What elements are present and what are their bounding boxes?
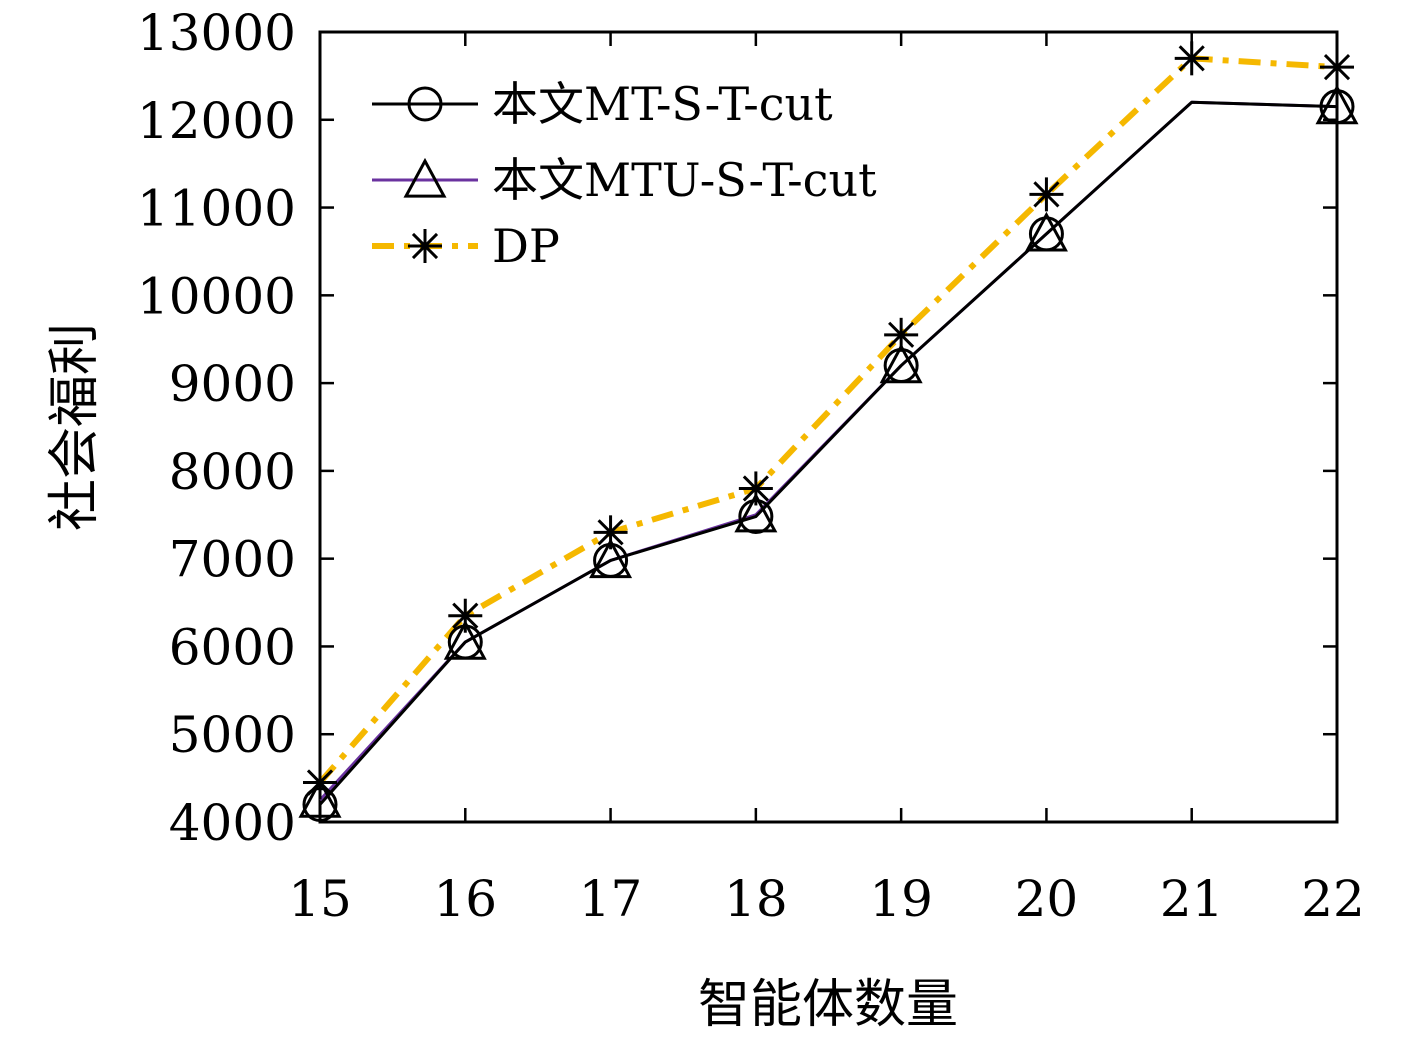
asterisk-marker bbox=[408, 229, 442, 263]
x-tick-label: 20 bbox=[1015, 870, 1079, 928]
y-tick-label: 6000 bbox=[169, 618, 296, 676]
legend-item: 本文MTU-S-T-cut bbox=[372, 153, 877, 207]
y-tick-label: 4000 bbox=[169, 794, 296, 852]
y-tick-label: 9000 bbox=[169, 355, 296, 413]
series-circle bbox=[318, 100, 1338, 806]
asterisk-stroke bbox=[1178, 45, 1205, 72]
series-markers-asterisk bbox=[303, 41, 1354, 800]
x-axis-title: 智能体数量 bbox=[698, 975, 958, 1035]
x-tick-label: 21 bbox=[1160, 870, 1224, 928]
series-layer bbox=[298, 41, 1359, 822]
y-tick-label: 5000 bbox=[169, 706, 296, 764]
circle-marker bbox=[447, 624, 483, 660]
asterisk-stroke bbox=[411, 232, 439, 260]
asterisk-marker bbox=[884, 317, 919, 352]
asterisk-stroke bbox=[888, 321, 915, 348]
circle-marker bbox=[1319, 89, 1355, 125]
x-tick-label: 17 bbox=[579, 870, 643, 928]
y-tick-label: 8000 bbox=[169, 443, 296, 501]
triangle-marker bbox=[298, 777, 342, 818]
x-tick-label: 19 bbox=[869, 870, 933, 928]
y-tick-label: 13000 bbox=[137, 4, 296, 62]
triangle-marker bbox=[403, 157, 447, 198]
circle-marker bbox=[302, 786, 338, 822]
y-tick-label: 10000 bbox=[137, 267, 296, 325]
asterisk-marker bbox=[448, 598, 483, 633]
asterisk-stroke bbox=[1033, 181, 1060, 208]
asterisk-marker bbox=[1320, 50, 1354, 85]
series-markers-circle bbox=[302, 89, 1355, 822]
y-axis-title: 社会福利 bbox=[45, 323, 105, 531]
circle-marker bbox=[593, 542, 629, 578]
legend-label: 本文MTU-S-T-cut bbox=[492, 153, 877, 207]
series-asterisk bbox=[317, 55, 1338, 785]
circle-marker bbox=[407, 86, 443, 122]
legend-item: DP bbox=[372, 219, 560, 273]
legend-label: 本文MT-S-T-cut bbox=[492, 77, 833, 131]
circle-marker bbox=[883, 348, 919, 384]
asterisk-stroke bbox=[742, 475, 769, 502]
asterisk-stroke bbox=[597, 519, 624, 546]
series-line bbox=[317, 55, 1338, 785]
legend-label: DP bbox=[492, 219, 560, 273]
plot-frame bbox=[318, 30, 1339, 824]
asterisk-marker bbox=[1029, 177, 1064, 212]
asterisk-stroke bbox=[1323, 54, 1351, 81]
asterisk-marker bbox=[1174, 41, 1209, 76]
circle-marker bbox=[1028, 216, 1064, 252]
asterisk-stroke bbox=[452, 602, 479, 629]
legend: 本文MT-S-T-cut 本文MTU-S-T-cut DP bbox=[372, 77, 877, 273]
x-tick-label: 16 bbox=[433, 870, 497, 928]
y-tick-label: 7000 bbox=[169, 531, 296, 589]
x-tick-label: 22 bbox=[1301, 870, 1365, 928]
series-line bbox=[318, 100, 1338, 806]
legend-item: 本文MT-S-T-cut bbox=[372, 77, 833, 131]
y-tick-label: 11000 bbox=[137, 180, 296, 238]
circle-marker bbox=[738, 499, 774, 535]
y-tick-label: 12000 bbox=[137, 92, 296, 150]
x-tick-label: 15 bbox=[288, 870, 352, 928]
axis-ticks: 4000 5000 6000 7000 8000 9000 10000 11000 12000 1… bbox=[137, 4, 1365, 928]
triangle-marker bbox=[734, 492, 778, 533]
x-tick-label: 18 bbox=[724, 870, 788, 928]
